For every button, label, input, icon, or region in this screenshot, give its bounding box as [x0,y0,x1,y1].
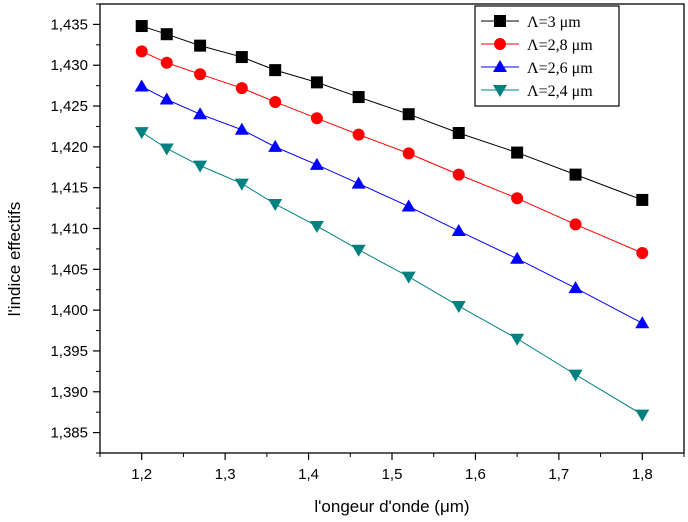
y-tick-label: 1,390 [50,384,88,401]
data-point [193,160,208,173]
data-point [268,139,283,152]
x-tick-label: 1,8 [632,466,653,483]
data-point [310,76,323,89]
data-point [636,193,649,206]
series-3 [134,79,650,329]
y-tick-label: 1,395 [50,343,88,360]
data-point [568,281,583,294]
data-point [452,126,465,139]
y-tick-label: 1,430 [50,57,88,74]
data-point [568,369,583,382]
data-point [401,271,416,284]
data-point [134,127,149,140]
data-point [235,51,248,64]
y-tick-label: 1,415 [50,180,88,197]
legend-marker [493,85,507,97]
series-2 [135,45,649,259]
data-point [451,301,466,314]
data-point [269,64,282,77]
x-tick-label: 1,4 [298,466,319,483]
data-point [352,128,365,141]
x-tick-label: 1,5 [382,466,403,483]
data-point [569,218,582,231]
data-point [309,221,324,234]
legend-marker [494,15,506,27]
data-point [569,168,582,181]
data-point [309,157,324,170]
data-point [194,39,207,52]
data-point [401,199,416,212]
y-tick-label: 1,385 [50,425,88,442]
data-point [511,146,524,159]
data-point [310,112,323,125]
data-point [510,333,525,346]
x-tick-label: 1,6 [465,466,486,483]
data-point [234,122,249,135]
y-tick-label: 1,405 [50,261,88,278]
legend-marker [494,38,506,50]
data-point [351,244,366,257]
data-point [134,79,149,92]
data-point [352,91,365,104]
data-point [451,223,466,236]
data-point [268,199,283,212]
x-tick-label: 1,7 [548,466,569,483]
data-point [269,95,282,108]
data-point [234,178,249,191]
data-point [452,168,465,181]
data-point [511,192,524,205]
legend: Λ=3 μm Λ=2,8 μm Λ=2,6 μm Λ=2,4 μm [474,5,620,107]
y-tick-label: 1,435 [50,16,88,33]
data-point [510,251,525,264]
legend-label: Λ=2,8 μm [527,37,593,54]
data-point [635,316,650,329]
ticks: 1,2 1,3 1,4 1,5 1,6 1,7 1,8 1,385 1,390 1,395 1,40… [50,3,685,483]
series-layer [134,20,650,422]
legend-marker [493,60,507,72]
data-point [194,68,207,81]
data-point [159,143,174,156]
data-point [135,20,148,33]
x-axis-title: l'ongeur d'onde (μm) [314,497,469,516]
legend-label: Λ=3 μm [527,14,581,31]
data-point [235,82,248,95]
data-point [193,107,208,120]
series-line [141,86,643,324]
y-axis-title: l'indice effectifs [5,202,24,316]
data-point [160,56,173,69]
data-point [402,147,415,160]
x-tick-label: 1,3 [215,466,236,483]
y-tick-label: 1,400 [50,302,88,319]
series-line [141,131,643,416]
legend-label: Λ=2,4 μm [527,83,593,100]
y-tick-label: 1,420 [50,139,88,156]
legend-label: Λ=2,6 μm [527,60,593,77]
data-point [351,176,366,189]
series-4 [134,127,650,422]
series-1 [135,20,649,206]
data-point [160,28,173,41]
data-point [159,92,174,105]
x-tick-label: 1,2 [131,466,152,483]
y-tick-label: 1,410 [50,221,88,238]
y-tick-label: 1,425 [50,98,88,115]
data-point [402,108,415,121]
data-point [635,409,650,422]
data-point [636,246,649,259]
data-point [135,45,148,58]
